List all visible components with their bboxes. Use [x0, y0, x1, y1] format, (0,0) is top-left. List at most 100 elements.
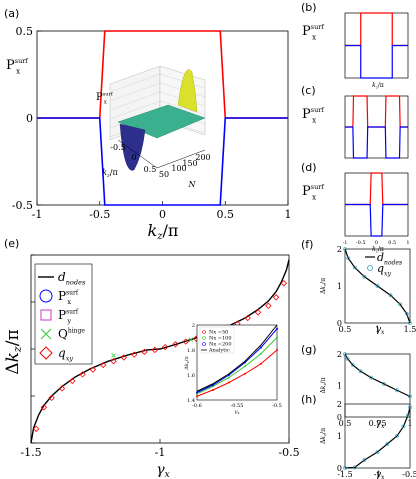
- legend: dnodes Psurf x Psurf y Qhinge qxy: [34, 263, 93, 365]
- x-axis-label: γx: [376, 325, 385, 336]
- series-line-upper: [345, 95, 408, 128]
- x-tick-label: -0.5: [402, 470, 416, 479]
- inset-grid-line: [109, 91, 161, 111]
- y-tick-label: 1: [337, 432, 342, 441]
- data-point-q-xy: [244, 314, 251, 322]
- inset-data-point: [212, 389, 214, 391]
- data-point-q-xy: [401, 424, 406, 429]
- data-point-q-xy: [110, 358, 117, 365]
- inset-y-tick-label: 1.8: [187, 348, 195, 354]
- x-tick-label: -0.5: [89, 208, 110, 221]
- data-point-q-xy: [79, 371, 86, 378]
- inset-data-point: [276, 327, 278, 330]
- inset-series-line: [196, 337, 278, 395]
- panel-label: (h): [301, 393, 317, 406]
- y-axis-label: Psurf x: [302, 106, 324, 124]
- inset-x-axis-label: kz/π: [102, 168, 117, 179]
- y-tick-label: 0: [337, 464, 342, 473]
- inset-data-point: [260, 362, 262, 365]
- x-tick-label: -1.5: [337, 470, 352, 479]
- data-point-q-xy: [395, 434, 399, 438]
- inset-x-tick-label: -0.6: [192, 403, 202, 409]
- inset-x-tick-label: 0: [131, 153, 136, 162]
- x-tick-label: 0.5: [339, 325, 352, 334]
- data-point-q-xy: [362, 274, 367, 279]
- inset-y-tick-label: 50: [159, 170, 169, 179]
- x-tick-label: 1: [406, 240, 409, 246]
- panel-label: (c): [301, 84, 316, 97]
- x-axis-label: kz/π: [372, 82, 384, 90]
- inset-data-point: [244, 372, 246, 375]
- inset-data-point: [228, 376, 230, 379]
- data-point-q-xy: [343, 466, 347, 470]
- legend-entry-label: qxy: [58, 346, 73, 363]
- inset-data-point: [228, 381, 230, 384]
- series-line-lower: [345, 203, 408, 237]
- data-point-q-xy: [382, 382, 386, 386]
- inset-y-tick-label: 2: [192, 323, 195, 329]
- y-axis-label: Δkz/π: [320, 428, 327, 444]
- series-line-lower: [37, 117, 288, 206]
- x-axis-label: kz/π: [372, 246, 384, 254]
- data-point-q-xy: [358, 369, 363, 374]
- inset-x-tick-label: -0.5: [110, 143, 125, 152]
- data-point-q-xy: [404, 311, 409, 316]
- data-point-q-xy: [375, 284, 380, 288]
- series-line-upper: [345, 12, 408, 47]
- inset-data-point: [244, 365, 246, 368]
- inset-x-tick-label: 0.5: [144, 165, 157, 174]
- data-point-q-xy: [69, 377, 76, 385]
- data-point-q-xy: [141, 348, 148, 355]
- panel-label: (e): [4, 237, 19, 250]
- y-tick-label: 2: [337, 245, 342, 254]
- x-tick-label: 1: [375, 325, 380, 334]
- inset-y-tick-label: 100: [171, 164, 186, 173]
- inset-series-line: [196, 349, 278, 397]
- panel-c: (c) Psurf x: [301, 84, 409, 159]
- data-point-q-xy: [398, 302, 403, 307]
- legend-marker-circle: [367, 265, 373, 271]
- panel-e: -1.5 -1 -0.5 (e) Δkz/π γx dnodes Psurf x Psurf y Qh…: [3, 237, 300, 479]
- inset-data-point: [260, 352, 262, 355]
- inset-z-axis-label: Psurf x: [96, 92, 114, 106]
- series-line-lower: [345, 126, 408, 159]
- legend-entry-label: Qhinge: [58, 327, 85, 341]
- legend-marker-cross: [40, 328, 52, 340]
- data-point-q-xy: [172, 341, 179, 348]
- series-line-lower: [345, 44, 408, 79]
- y-tick-label: 0: [337, 413, 342, 422]
- panel-label: (f): [301, 238, 313, 251]
- panel-label: (g): [301, 343, 317, 356]
- data-point-q-xy: [343, 352, 347, 356]
- x-tick-label: 0.5: [388, 240, 396, 246]
- x-tick-label: 0: [375, 240, 378, 246]
- y-tick-label: -0.5: [12, 199, 33, 212]
- data-point-q-xy: [408, 405, 412, 410]
- axes-frame: [344, 353, 411, 418]
- data-point-q-xy: [352, 265, 357, 270]
- y-tick-label: 2: [337, 350, 342, 359]
- inset-series-line: [196, 328, 278, 393]
- data-point-q-xy: [48, 394, 55, 402]
- legend-marker-diamond: [39, 346, 53, 360]
- y-tick-label: 2: [337, 400, 342, 409]
- inset-y-tick-label: 200: [195, 153, 210, 162]
- x-tick-label: -1.5: [20, 446, 41, 459]
- inset-y-tick-label: 150: [182, 159, 197, 168]
- y-tick-label: 1: [337, 282, 342, 291]
- y-axis-label: Psurf x: [302, 23, 324, 41]
- axes-frame: [344, 403, 411, 469]
- legend-marker-circle: [39, 289, 53, 303]
- inset-legend-marker: [202, 342, 206, 346]
- inset-legend-label: Nx =200: [209, 342, 232, 348]
- x-axis-label: γx: [156, 462, 169, 479]
- legend-entry-label: Psurf x: [58, 289, 79, 306]
- x-tick-label: -0.5: [356, 240, 366, 246]
- legend-entry-label: Psurf y: [58, 308, 79, 325]
- data-point-q-xy: [161, 343, 169, 351]
- y-tick-label: 1: [337, 382, 342, 391]
- axes-frame: [344, 248, 411, 324]
- inset-grid-line: [109, 82, 161, 102]
